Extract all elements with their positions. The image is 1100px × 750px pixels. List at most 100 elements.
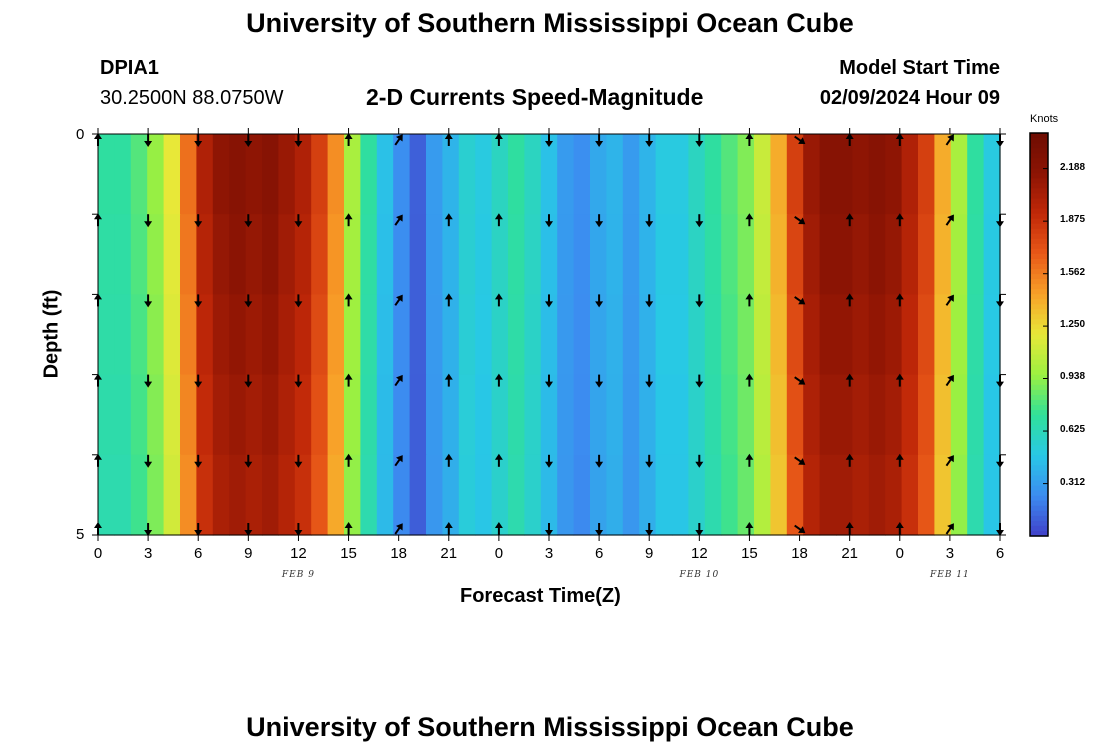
heatmap-cell bbox=[950, 214, 968, 295]
current-arrow bbox=[545, 134, 553, 147]
colorbar-segment bbox=[1030, 455, 1048, 462]
x-tick-label: 0 bbox=[93, 545, 103, 562]
heatmap-cell bbox=[688, 214, 706, 295]
colorbar-segment bbox=[1030, 415, 1048, 421]
heatmap-cell bbox=[393, 374, 411, 456]
current-arrow bbox=[194, 523, 203, 536]
heatmap-cell bbox=[327, 374, 345, 456]
current-arrow bbox=[895, 522, 904, 535]
current-arrow bbox=[394, 214, 403, 226]
heatmap-cell bbox=[524, 294, 542, 376]
arrow-head bbox=[444, 522, 453, 528]
current-arrow bbox=[645, 523, 654, 536]
current-arrow bbox=[745, 293, 754, 307]
colorbar-segment bbox=[1030, 339, 1048, 346]
current-arrow bbox=[394, 455, 403, 467]
heatmap-cell bbox=[934, 214, 952, 295]
colorbar-segment bbox=[1030, 309, 1048, 315]
arrow-head bbox=[645, 141, 654, 147]
heatmap-cell bbox=[606, 294, 624, 376]
heatmap-cell bbox=[967, 374, 985, 456]
heatmap-cell bbox=[688, 134, 706, 215]
arrow-head bbox=[545, 381, 553, 388]
arrow-head bbox=[595, 530, 604, 536]
heatmap-cell bbox=[491, 214, 509, 295]
heatmap-cell bbox=[327, 214, 345, 295]
heatmap-cell bbox=[376, 454, 394, 536]
heatmap-cell bbox=[918, 134, 935, 215]
current-arrow bbox=[745, 213, 754, 227]
current-arrow bbox=[695, 454, 704, 468]
heatmap-cell bbox=[819, 214, 837, 295]
colorbar-segment bbox=[1030, 430, 1048, 436]
arrow-head bbox=[645, 381, 654, 388]
current-arrow bbox=[344, 522, 353, 535]
colorbar-segment bbox=[1030, 163, 1048, 169]
current-arrow bbox=[695, 214, 704, 228]
current-arrow bbox=[394, 374, 403, 387]
colorbar-segment bbox=[1030, 319, 1048, 326]
heatmap-cell bbox=[983, 294, 1001, 376]
arrow-head bbox=[244, 381, 253, 388]
heatmap-cell bbox=[130, 214, 148, 295]
heatmap-cell bbox=[688, 454, 706, 536]
heatmap-cell bbox=[672, 214, 689, 295]
current-arrow bbox=[945, 294, 954, 306]
current-arrow bbox=[494, 133, 503, 146]
heatmap-cell bbox=[278, 134, 296, 215]
arrow-head bbox=[845, 522, 854, 528]
arrow-head bbox=[895, 453, 904, 460]
current-arrow bbox=[794, 456, 806, 465]
arrow-head bbox=[395, 374, 403, 383]
colorbar-segment bbox=[1030, 515, 1048, 522]
heatmap-cell bbox=[655, 454, 673, 536]
colorbar-unit: Knots bbox=[1030, 113, 1059, 125]
heatmap-cell bbox=[737, 134, 755, 215]
arrow-head bbox=[194, 221, 203, 228]
current-arrow bbox=[545, 214, 553, 228]
x-tick-label: 15 bbox=[741, 545, 758, 562]
heatmap-cell bbox=[114, 294, 132, 376]
heatmap-cell bbox=[212, 294, 230, 376]
x-axis-ticks bbox=[97, 128, 1001, 541]
model-start-value: 02/09/2024 Hour 09 bbox=[819, 87, 1000, 109]
x-axis-title: Forecast Time(Z) bbox=[460, 585, 621, 607]
current-arrow bbox=[545, 454, 553, 468]
colorbar-segment bbox=[1030, 470, 1048, 477]
arrow-head bbox=[494, 453, 503, 460]
colorbar-segment bbox=[1030, 420, 1048, 426]
heatmap-cell bbox=[540, 214, 558, 295]
heatmap-cell bbox=[852, 134, 870, 215]
heatmap-cell bbox=[704, 214, 722, 295]
heatmap-cell bbox=[180, 454, 197, 536]
colorbar-segment bbox=[1030, 324, 1048, 331]
current-arrow bbox=[845, 522, 854, 535]
heatmap-cell bbox=[803, 374, 821, 456]
arrow-head bbox=[344, 293, 353, 300]
heatmap-cell bbox=[409, 454, 427, 536]
heatmap-cell bbox=[622, 214, 640, 295]
heatmap-cell bbox=[344, 214, 361, 295]
heatmap-cell bbox=[836, 214, 853, 295]
heatmap-cell bbox=[98, 214, 115, 295]
current-arrow bbox=[444, 213, 453, 227]
colorbar-segment bbox=[1030, 495, 1048, 502]
x-tick-label: 6 bbox=[194, 545, 203, 562]
current-arrow bbox=[194, 294, 203, 308]
current-arrow bbox=[244, 214, 253, 228]
current-arrow bbox=[745, 522, 754, 535]
colorbar-segment bbox=[1030, 158, 1048, 164]
heatmap-cell bbox=[655, 374, 673, 456]
arrow-head bbox=[845, 213, 854, 220]
heatmap-cell bbox=[639, 134, 657, 215]
current-arrow bbox=[344, 293, 353, 307]
arrow-head bbox=[645, 530, 654, 536]
current-arrow bbox=[695, 523, 704, 536]
current-arrow bbox=[645, 214, 654, 228]
heatmap-cell bbox=[803, 454, 821, 536]
arrow-head bbox=[545, 530, 553, 536]
heatmap-cell bbox=[524, 134, 542, 215]
heatmap-cell bbox=[491, 134, 509, 215]
current-arrow bbox=[144, 214, 153, 228]
